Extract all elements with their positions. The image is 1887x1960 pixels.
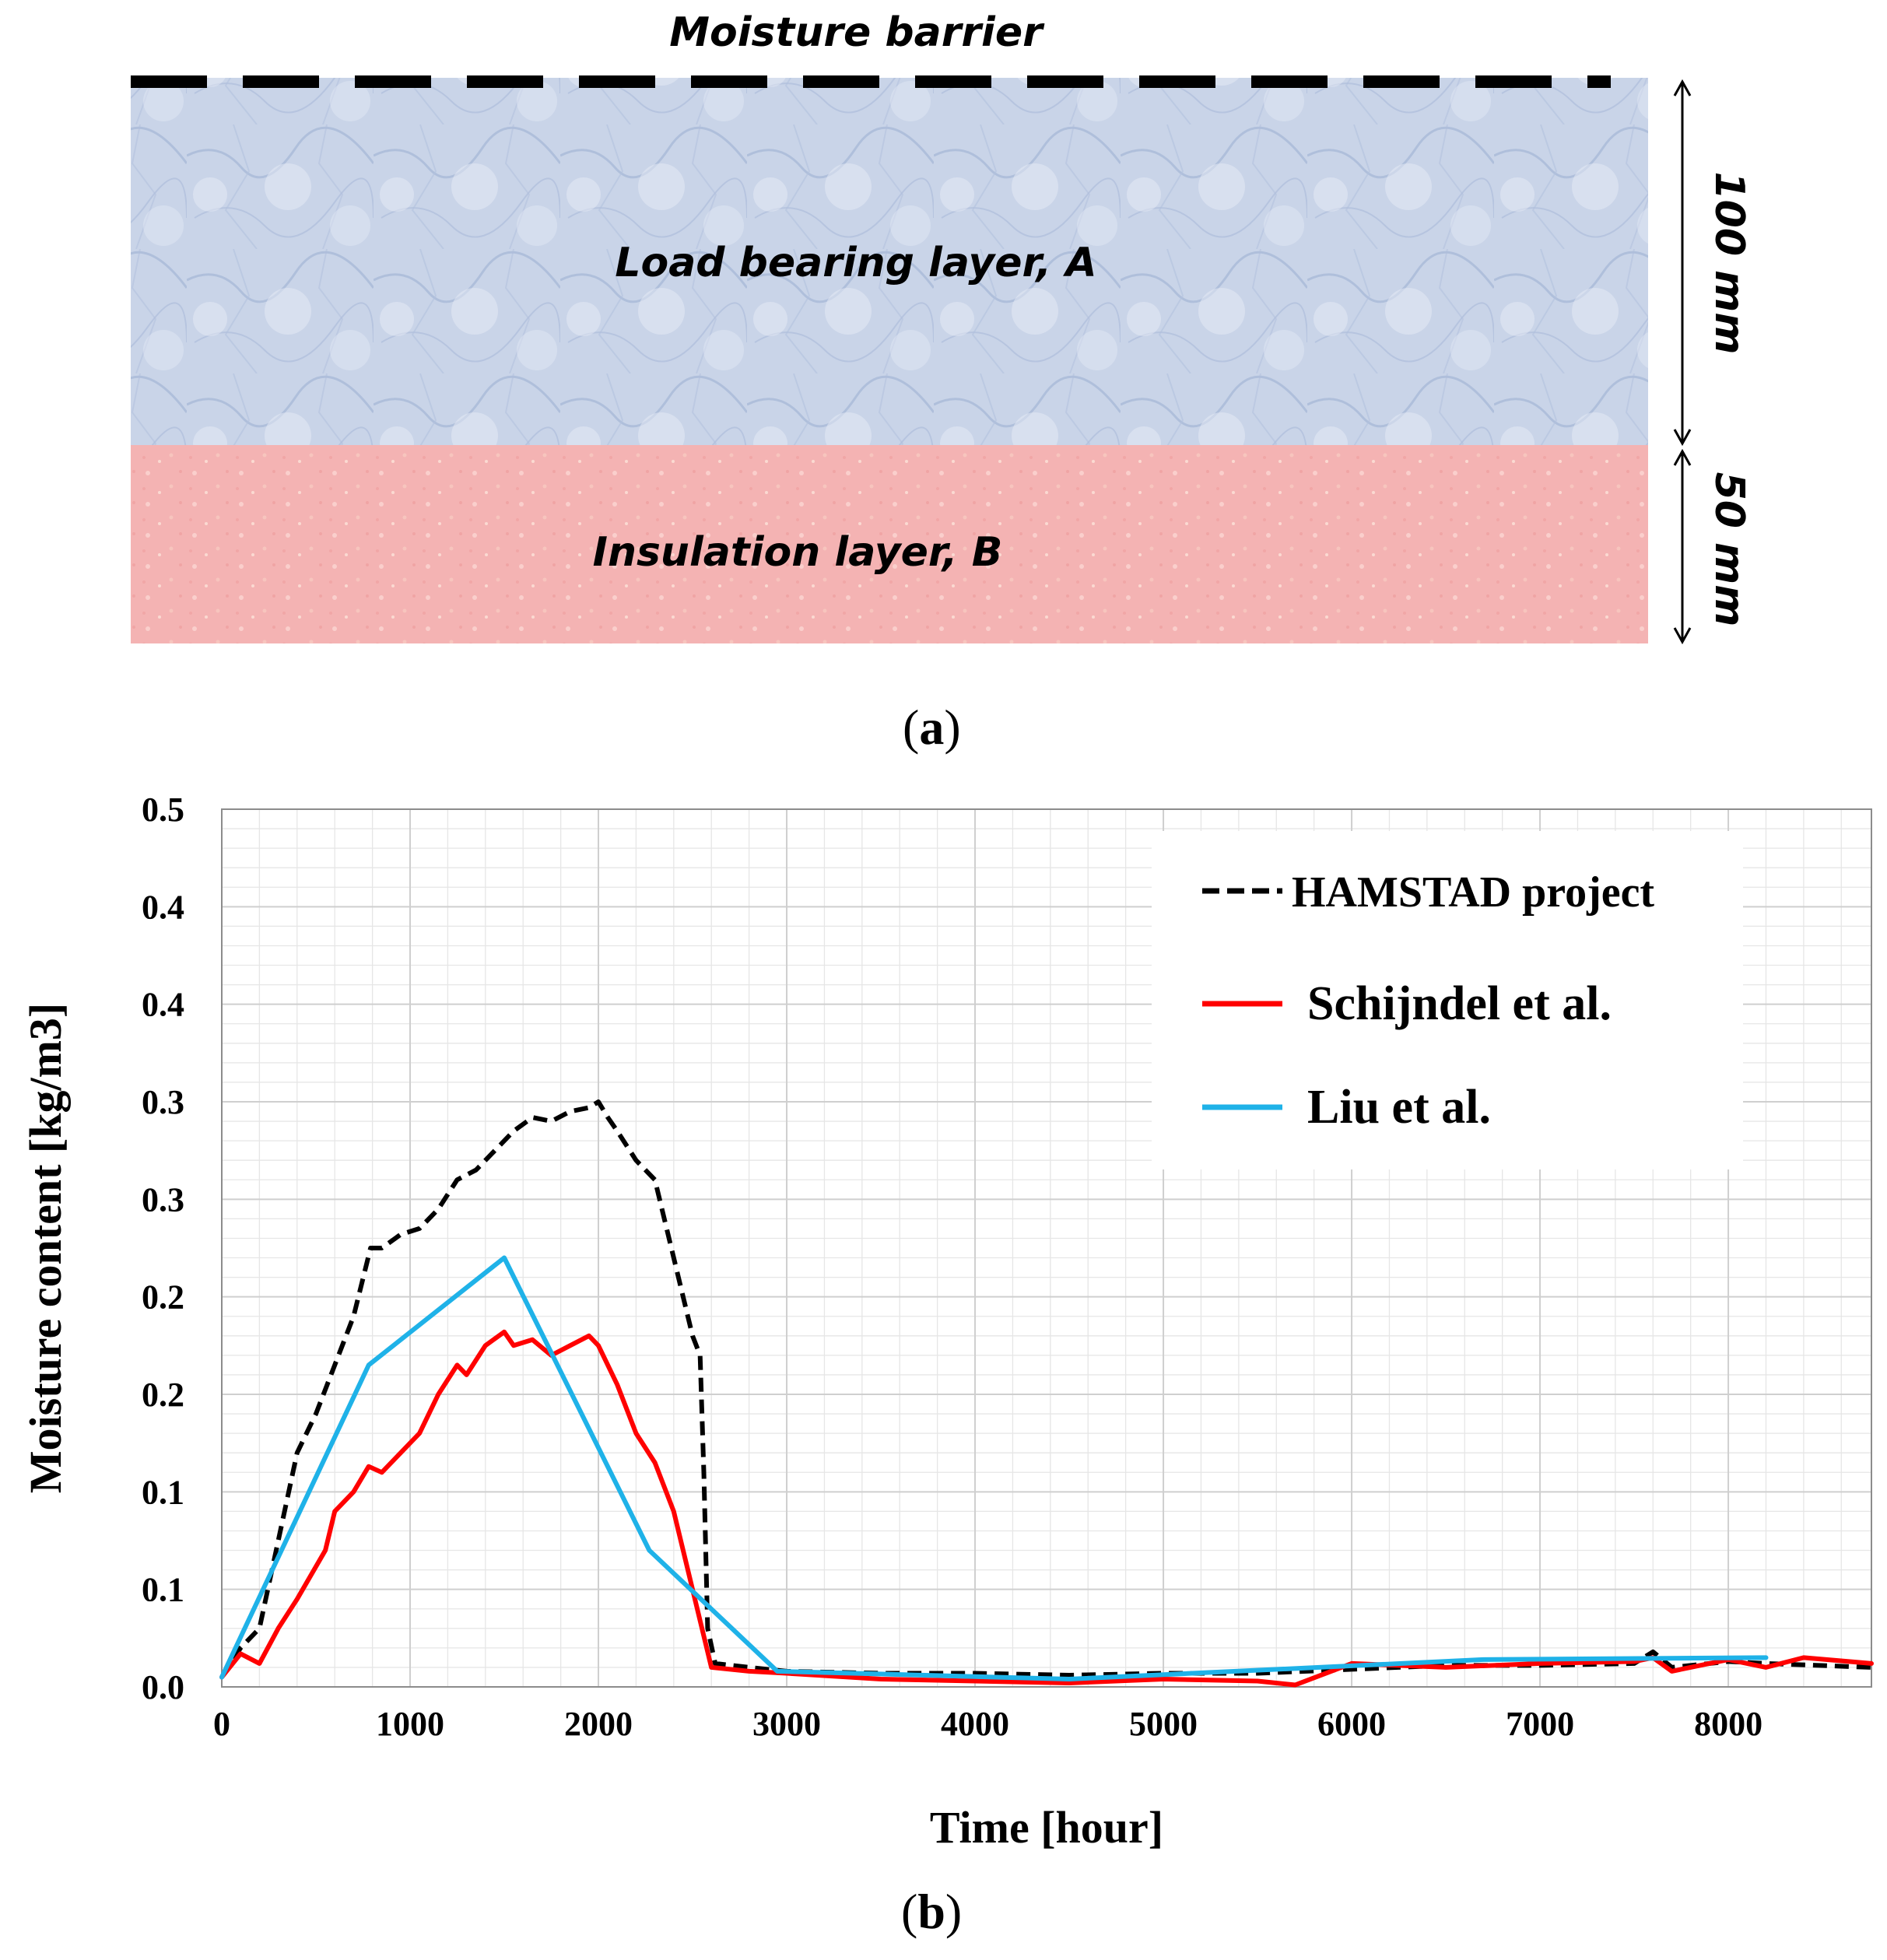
dimension-arrowhead	[1673, 627, 1692, 645]
caption-b: (b)	[901, 1884, 963, 1939]
legend-background	[1152, 831, 1743, 1169]
dimension-50mm-label: 50 mm	[1706, 472, 1752, 627]
layer-a-label: Load bearing layer, A	[615, 240, 1097, 286]
series-line	[219, 1329, 1874, 1688]
layer-b-label: Insulation layer, B	[592, 529, 1003, 576]
y-tick-label: 0.5	[142, 791, 184, 829]
series-line	[219, 1099, 1872, 1679]
layer-diagram	[131, 75, 1692, 645]
y-tick-label: 0.1	[142, 1473, 184, 1511]
x-tick-label: 3000	[752, 1705, 821, 1743]
insulation-layer	[131, 445, 1648, 643]
legend-label: Schijndel et al.	[1307, 977, 1612, 1030]
dimension-arrowhead	[1673, 79, 1692, 96]
y-tick-label: 0.2	[142, 1278, 184, 1317]
dimension-arrowhead	[1673, 448, 1692, 466]
x-tick-label: 7000	[1506, 1705, 1574, 1743]
y-tick-label: 0.2	[142, 1376, 184, 1414]
y-tick-label: 0.4	[142, 888, 184, 926]
x-tick-labels: 0 1000 2000 3000 4000 5000 6000 7000 8000	[213, 1705, 1762, 1743]
x-tick-label: 6000	[1317, 1705, 1386, 1743]
load-bearing-layer	[131, 78, 1648, 445]
x-tick-label: 5000	[1129, 1705, 1198, 1743]
x-tick-label: 2000	[564, 1705, 633, 1743]
y-tick-label: 0.4	[142, 986, 184, 1024]
series-layer	[219, 1099, 1874, 1688]
y-tick-label: 0.0	[142, 1668, 184, 1706]
legend-label: HAMSTAD project	[1292, 868, 1654, 917]
x-tick-label: 8000	[1694, 1705, 1762, 1743]
dimension-100mm-label: 100 mm	[1706, 171, 1752, 355]
legend-label: Liu et al.	[1307, 1081, 1491, 1134]
x-tick-label: 0	[213, 1705, 230, 1743]
moisture-barrier-label: Moisture barrier	[669, 9, 1043, 56]
y-axis-title: Moisture content [kg/m3]	[20, 1003, 71, 1493]
x-tick-label: 1000	[376, 1705, 444, 1743]
x-tick-label: 4000	[941, 1705, 1009, 1743]
series-line	[219, 1255, 1769, 1681]
caption-a: (a)	[903, 699, 961, 755]
legend-box	[1152, 831, 1743, 1169]
minor-gridlines	[222, 809, 1871, 1687]
y-tick-label: 0.3	[142, 1083, 184, 1121]
moisture-chart: 0 1000 2000 3000 4000 5000 6000 7000 8000 0.0 0.1…	[20, 791, 1874, 1853]
y-tick-label: 0.1	[142, 1571, 184, 1609]
x-axis-title: Time [hour]	[930, 1802, 1163, 1853]
y-tick-labels: 0.0 0.1 0.1 0.2 0.2 0.3 0.3 0.4 0.4 0.5	[142, 791, 184, 1706]
dimension-arrowhead	[1673, 429, 1692, 447]
y-tick-label: 0.3	[142, 1180, 184, 1218]
plot-frame	[221, 808, 1872, 1688]
legend: HAMSTAD project Schijndel et al. Liu et al…	[1202, 868, 1654, 1134]
